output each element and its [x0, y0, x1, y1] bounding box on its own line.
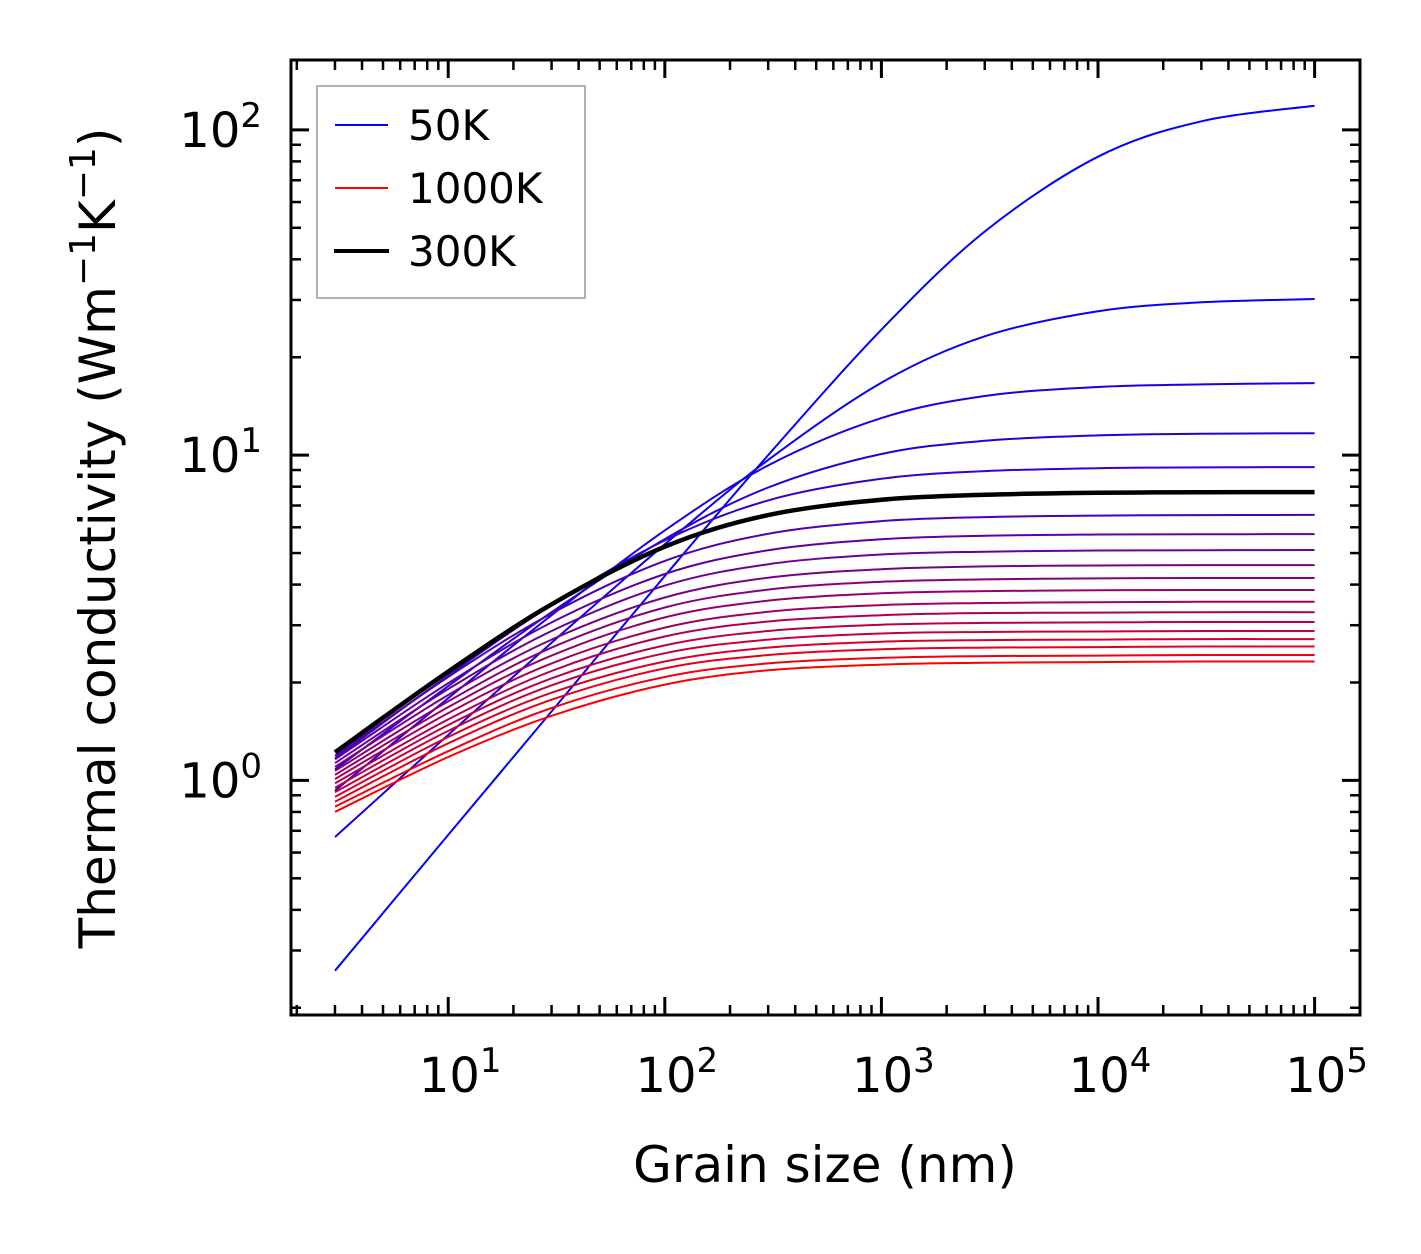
- y-axis-label-end: ): [69, 128, 127, 148]
- x-tick-label: 102: [635, 1041, 718, 1104]
- series-line-250k: [334, 466, 1315, 760]
- x-tick-labels: 101 102 103 104 105: [419, 1041, 1368, 1104]
- series-line-1000k: [334, 660, 1315, 813]
- legend-box: [316, 85, 586, 299]
- series-line-750k: [334, 620, 1315, 789]
- axes-frame: [289, 58, 1362, 1017]
- series-layer: [333, 104, 1315, 972]
- series-line-450k: [334, 549, 1315, 764]
- series-line-400k: [334, 533, 1315, 761]
- series-line-800k: [334, 629, 1315, 794]
- y-axis-label-exp1: −1: [63, 233, 104, 286]
- series-line-900k: [334, 645, 1315, 803]
- series-line-350k: [334, 513, 1315, 757]
- y-axis-label: Thermal conductivity (Wm−1K−1): [63, 128, 127, 950]
- x-tick-label: 103: [852, 1041, 935, 1104]
- y-axis-label-mid: K: [69, 199, 127, 233]
- y-tick-label: 102: [179, 96, 262, 159]
- y-tick-label: 101: [179, 421, 262, 484]
- series-line-700k: [334, 611, 1315, 785]
- x-tick-label: 104: [1069, 1041, 1152, 1104]
- series-line-950k: [334, 653, 1315, 808]
- legend: 50K 1000K 300K: [316, 85, 586, 299]
- x-axis-label: Grain size (nm): [633, 1136, 1017, 1194]
- series-line-500k: [334, 564, 1315, 768]
- series-line-600k: [334, 588, 1315, 776]
- legend-label-50k: 50K: [408, 101, 490, 150]
- legend-label-1000k: 1000K: [408, 164, 544, 213]
- series-line-300k: [333, 489, 1315, 755]
- series-line-200k: [334, 432, 1315, 771]
- ticks-layer: [291, 60, 1360, 1015]
- x-tick-label: 105: [1285, 1041, 1368, 1104]
- x-tick-label: 101: [419, 1041, 502, 1104]
- legend-label-300k: 300K: [408, 227, 517, 276]
- y-axis-label-base: Thermal conductivity (Wm: [69, 286, 127, 949]
- series-line-550k: [334, 576, 1315, 772]
- y-axis-label-exp2: −1: [63, 147, 104, 200]
- series-line-850k: [334, 638, 1315, 798]
- series-line-650k: [334, 600, 1315, 780]
- y-tick-labels: 100 101 102: [179, 96, 262, 810]
- series-line-50k: [334, 104, 1315, 972]
- y-tick-label: 100: [179, 746, 262, 809]
